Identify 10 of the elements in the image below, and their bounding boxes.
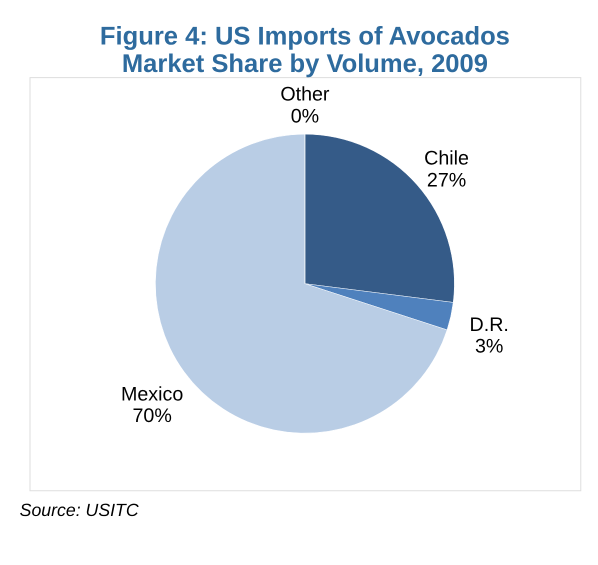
text: 0% (290, 105, 320, 128)
data-label: 27% (426, 169, 466, 192)
category-label: Other (280, 84, 330, 106)
source-note: Source: USITC (20, 500, 139, 520)
data-label: 70% (132, 405, 172, 428)
slice-label: Mexico (120, 384, 184, 406)
chart-title: Figure 4: US Imports of Avocados Market Share by Volume, 2009 (100, 22, 510, 78)
slice-label: D.R. (470, 314, 509, 336)
data-label: 3% (474, 335, 504, 358)
slice-label: Chile (424, 148, 470, 170)
